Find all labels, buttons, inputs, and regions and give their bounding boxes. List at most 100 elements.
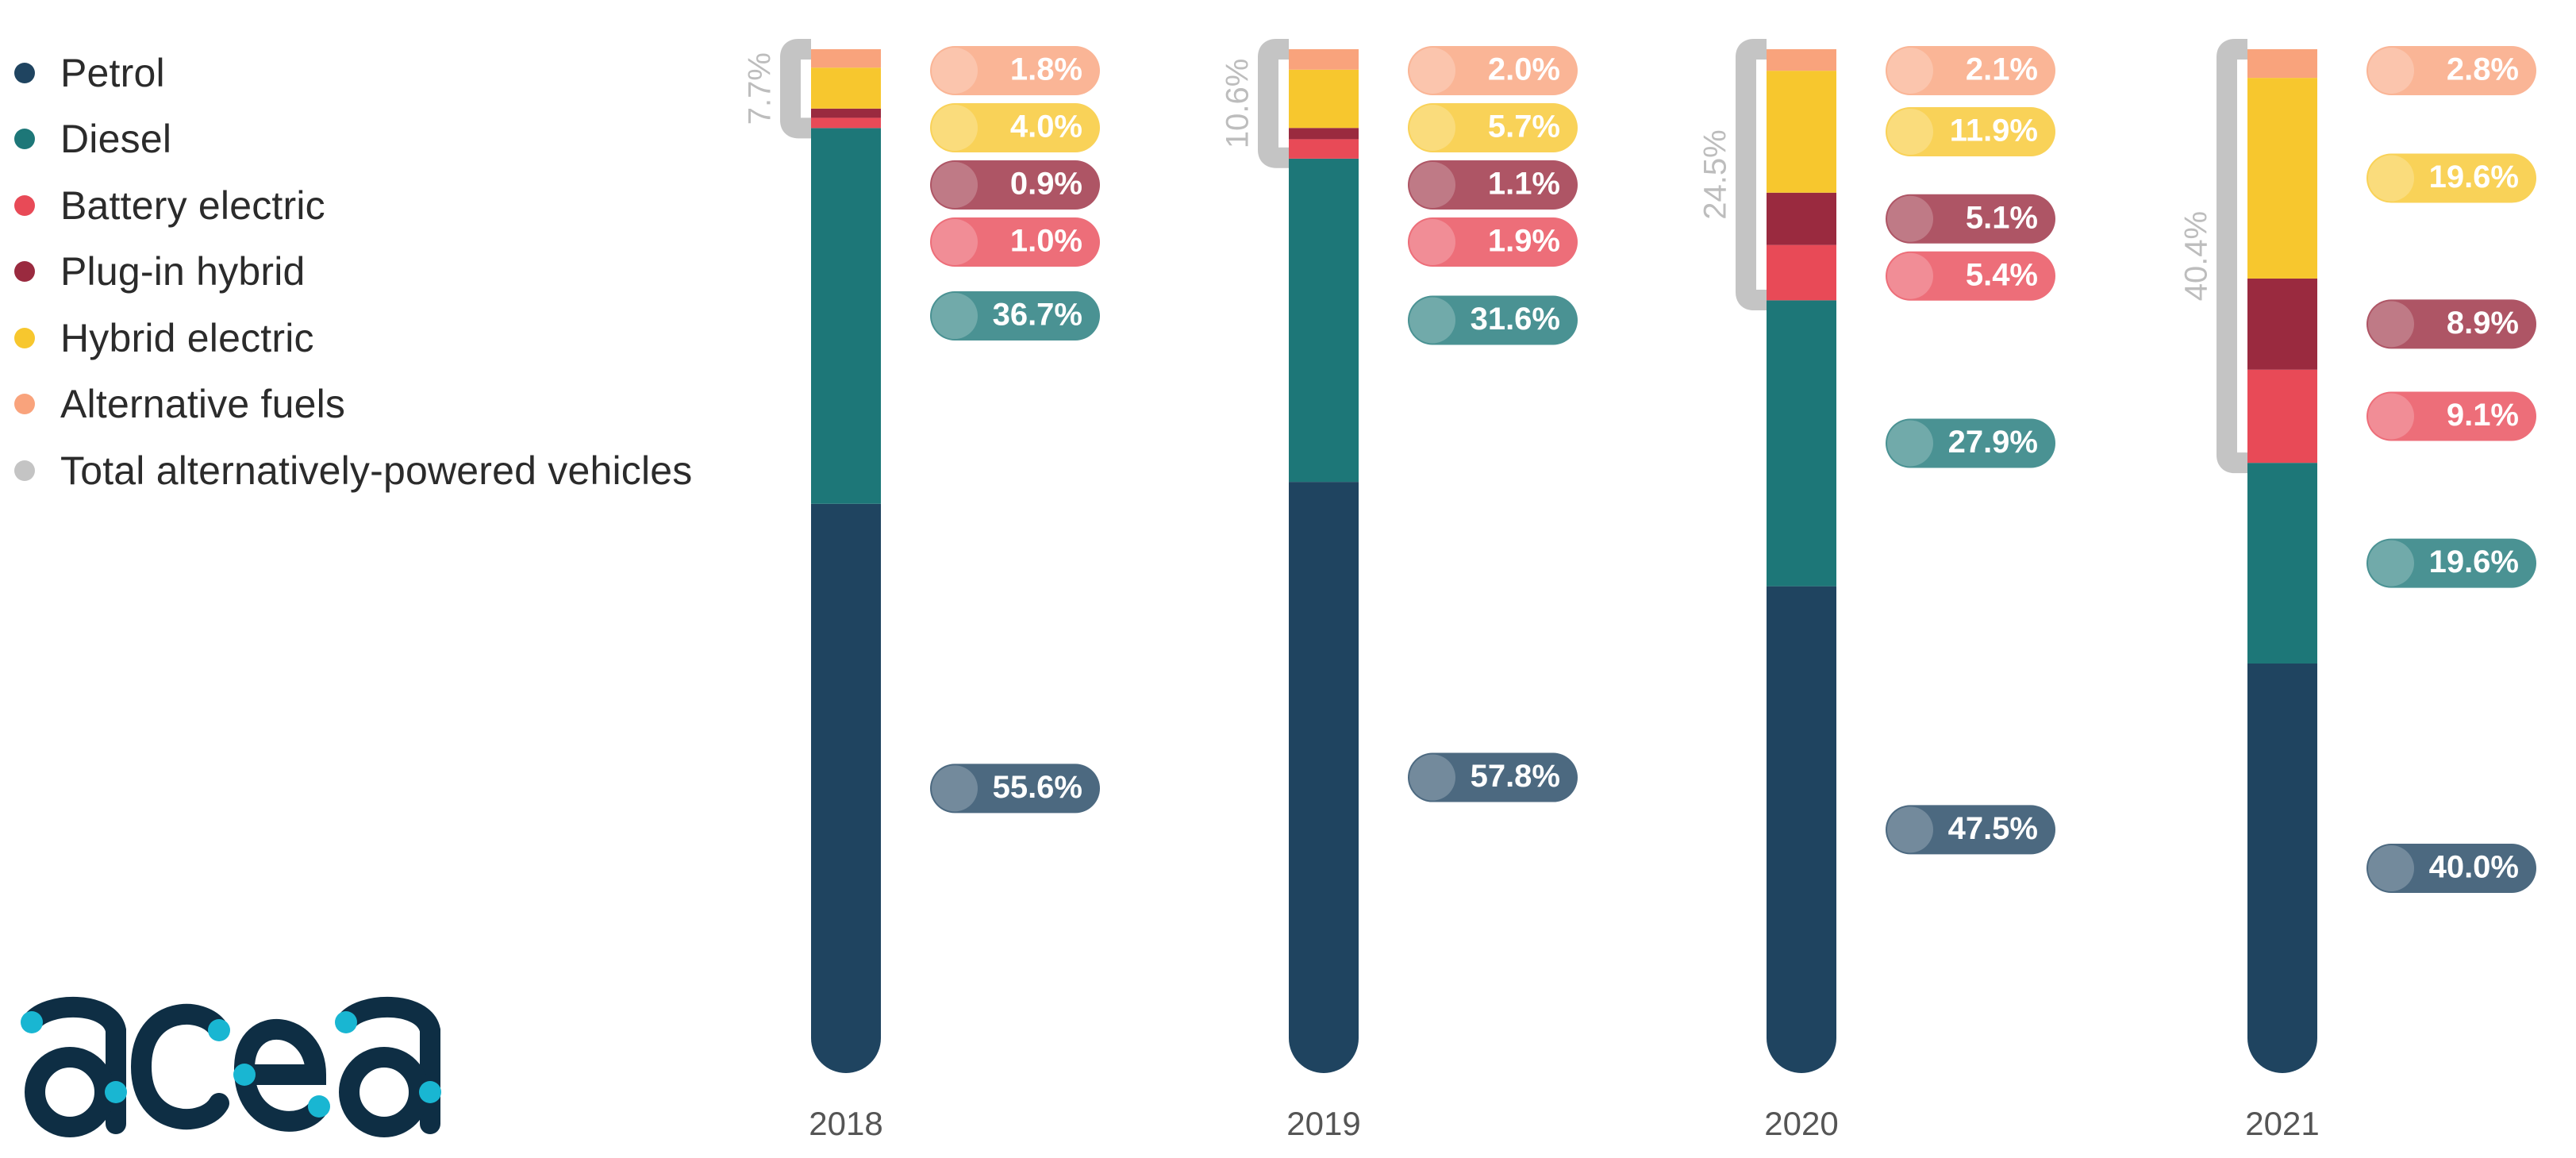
- data-label-plug-in-hybrid-2019: 1.1%: [1408, 160, 1578, 210]
- data-label-pill: [930, 291, 1100, 341]
- legend-item-alternative-fuels: Alternative fuels: [14, 371, 692, 438]
- data-label-pill: [2366, 299, 2536, 349]
- data-label-knob: [2368, 845, 2414, 891]
- x-tick-label-2021: 2021: [2245, 1105, 2319, 1142]
- alternative-bracket-2019: [1258, 39, 1289, 168]
- data-label-pill: [1408, 46, 1578, 95]
- data-label-text: 5.1%: [1966, 200, 2038, 235]
- data-label-pill: [2366, 46, 2536, 95]
- legend-swatch: [14, 261, 35, 283]
- legend-label: Total alternatively-powered vehicles: [60, 448, 693, 493]
- segment-petrol-2021: [2247, 664, 2317, 1073]
- data-label-pill: [2366, 844, 2536, 893]
- data-label-knob: [1409, 48, 1455, 94]
- data-label-battery-electric-2020: 5.4%: [1886, 251, 2055, 301]
- data-label-text: 11.9%: [1950, 113, 2038, 148]
- data-label-text: 31.6%: [1471, 302, 1560, 337]
- data-label-knob: [1887, 252, 1933, 299]
- data-label-knob: [932, 219, 978, 265]
- legend-swatch: [14, 460, 35, 481]
- data-label-pill: [1408, 103, 1578, 152]
- segment-battery-electric-2021: [2247, 369, 2317, 464]
- segment-diesel-2018: [811, 128, 881, 504]
- data-label-petrol-2018: 55.6%: [930, 764, 1100, 814]
- data-label-knob: [2368, 48, 2414, 94]
- segment-battery-electric-2020: [1767, 244, 1836, 301]
- data-label-text: 1.0%: [1010, 224, 1082, 259]
- segment-petrol-2020: [1767, 586, 1836, 1073]
- data-label-text: 5.4%: [1966, 257, 2038, 292]
- data-label-knob: [932, 293, 978, 340]
- segment-diesel-2021: [2247, 463, 2317, 664]
- data-label-knob: [1887, 195, 1933, 242]
- data-label-text: 55.6%: [993, 770, 1082, 805]
- alternative-bracket-2020: [1736, 39, 1767, 311]
- data-label-knob: [2368, 301, 2414, 348]
- data-label-diesel-2019: 31.6%: [1408, 295, 1578, 345]
- data-label-text: 47.5%: [1948, 811, 2038, 846]
- data-label-hybrid-electric-2021: 19.6%: [2366, 153, 2536, 203]
- bar-group-2019: 10.6% 57.8% 31.6% 1.9% 1.1% 5.7% 2.0% 2019: [1221, 39, 1578, 1142]
- data-label-alternative-fuels-2020: 2.1%: [1886, 46, 2055, 95]
- data-label-text: 2.1%: [1966, 52, 2038, 87]
- data-label-alternative-fuels-2018: 1.8%: [930, 46, 1100, 95]
- data-label-text: 40.0%: [2429, 850, 2519, 885]
- data-label-text: 8.9%: [2447, 306, 2519, 340]
- legend-item-petrol: Petrol: [14, 40, 692, 106]
- segment-diesel-2019: [1289, 158, 1359, 483]
- alternative-total-label-2019: 10.6%: [1221, 59, 1255, 148]
- alternative-total-label-2021: 40.4%: [2179, 211, 2214, 301]
- bar-2019: [1289, 49, 1359, 1073]
- data-label-diesel-2021: 19.6%: [2366, 538, 2536, 588]
- data-label-knob: [1409, 754, 1455, 801]
- alternative-bracket-2021: [2217, 39, 2247, 474]
- data-label-pill: [1886, 106, 2055, 156]
- data-label-pill: [1408, 752, 1578, 802]
- data-label-text: 57.8%: [1471, 759, 1560, 794]
- segment-alternative-fuels-2018: [811, 49, 881, 68]
- data-label-knob: [1409, 162, 1455, 208]
- segment-alternative-fuels-2019: [1289, 49, 1359, 70]
- data-label-hybrid-electric-2019: 5.7%: [1408, 103, 1578, 152]
- legend-item-plug-in-hybrid: Plug-in hybrid: [14, 239, 692, 306]
- data-label-alternative-fuels-2021: 2.8%: [2366, 46, 2536, 95]
- data-label-text: 0.9%: [1010, 167, 1082, 202]
- bar-group-2020: 24.5% 47.5% 27.9% 5.4% 5.1% 11.9% 2.1% 2020: [1698, 39, 2055, 1142]
- legend-item-diesel: Diesel: [14, 106, 692, 173]
- legend-label: Petrol: [60, 50, 165, 95]
- data-label-knob: [2368, 393, 2414, 440]
- data-label-pill: [930, 46, 1100, 95]
- alternative-total-label-2020: 24.5%: [1698, 129, 1733, 219]
- data-label-knob: [1887, 108, 1933, 155]
- segment-diesel-2020: [1767, 300, 1836, 587]
- data-label-text: 9.1%: [2447, 398, 2519, 433]
- segment-hybrid-electric-2018: [811, 67, 881, 109]
- data-label-knob: [1887, 48, 1933, 94]
- segment-hybrid-electric-2021: [2247, 78, 2317, 279]
- data-label-text: 1.8%: [1010, 52, 1082, 87]
- data-label-petrol-2020: 47.5%: [1886, 805, 2055, 855]
- segment-plug-in-hybrid-2020: [1767, 192, 1836, 245]
- data-label-pill: [930, 217, 1100, 267]
- data-label-text: 19.6%: [2429, 160, 2519, 194]
- segment-plug-in-hybrid-2021: [2247, 278, 2317, 370]
- data-label-knob: [932, 162, 978, 208]
- data-label-pill: [2366, 153, 2536, 203]
- data-label-battery-electric-2019: 1.9%: [1408, 217, 1578, 267]
- data-label-pill: [2366, 538, 2536, 588]
- data-label-hybrid-electric-2020: 11.9%: [1886, 106, 2055, 156]
- segment-hybrid-electric-2020: [1767, 71, 1836, 193]
- data-label-pill: [1408, 295, 1578, 345]
- segment-alternative-fuels-2021: [2247, 49, 2317, 79]
- x-tick-label-2019: 2019: [1286, 1105, 1360, 1142]
- data-label-alternative-fuels-2019: 2.0%: [1408, 46, 1578, 95]
- bar-2018: [811, 49, 881, 1073]
- legend-label: Hybrid electric: [60, 315, 314, 360]
- data-label-pill: [1886, 805, 2055, 855]
- data-label-diesel-2020: 27.9%: [1886, 418, 2055, 468]
- data-label-petrol-2021: 40.0%: [2366, 844, 2536, 893]
- data-label-battery-electric-2021: 9.1%: [2366, 391, 2536, 441]
- segment-battery-electric-2018: [811, 117, 881, 129]
